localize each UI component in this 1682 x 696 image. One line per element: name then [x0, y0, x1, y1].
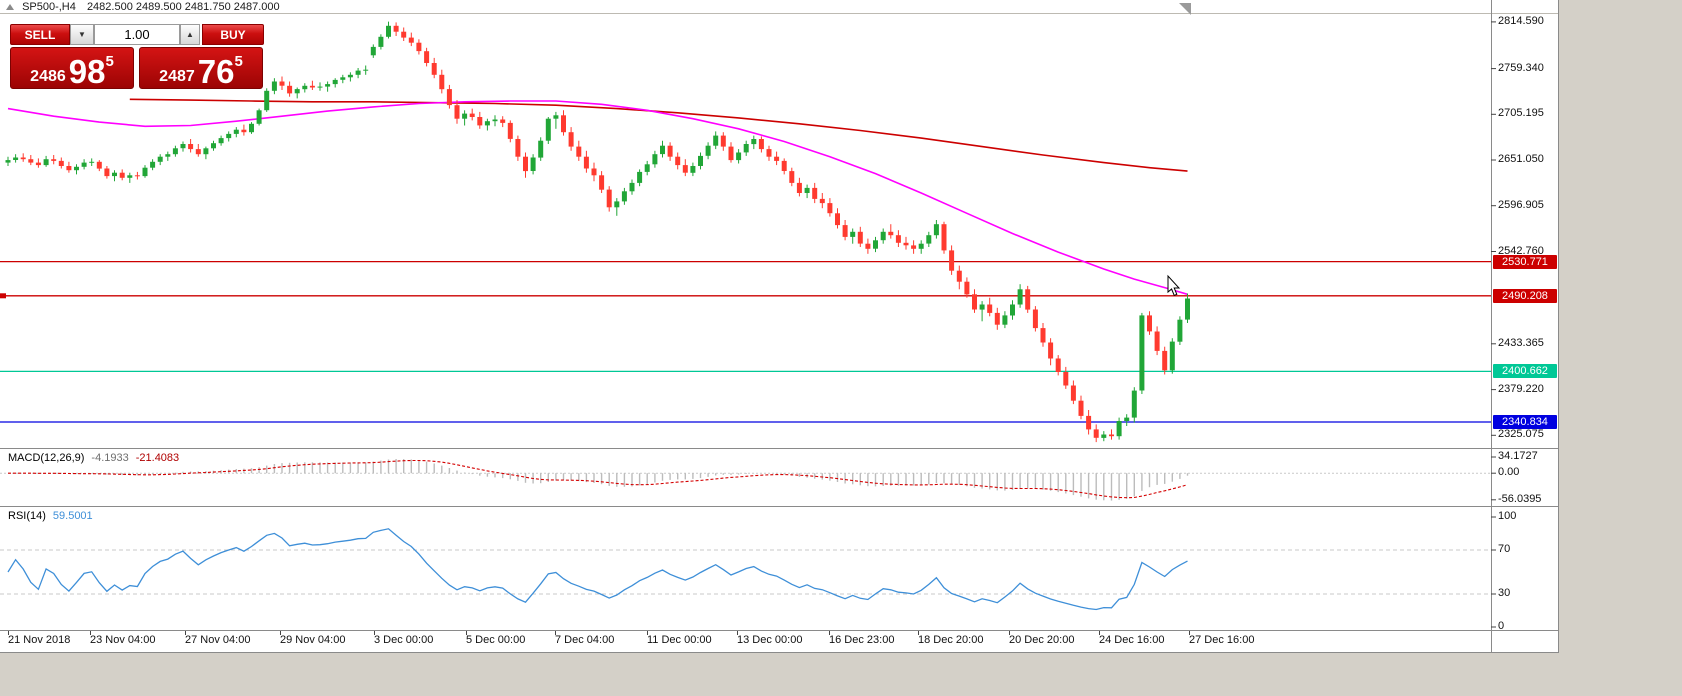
axis-scale-label: 100	[1498, 510, 1517, 522]
buy-price-pips: 76	[197, 52, 235, 90]
axis-scale-label: 2759.340	[1498, 61, 1544, 74]
axis-scale-label: 34.1727	[1498, 450, 1538, 462]
time-axis-label: 11 Dec 00:00	[647, 634, 712, 646]
chart-canvas[interactable]	[0, 0, 1558, 652]
axis-scale-label: 70	[1498, 543, 1511, 555]
order-type-dropdown-button[interactable]: ▼	[70, 24, 94, 45]
axis-scale-label: 2651.050	[1498, 153, 1544, 165]
time-axis-label: 7 Dec 04:00	[555, 634, 615, 646]
time-axis-label: 29 Nov 04:00	[280, 634, 346, 646]
time-axis-label: 21 Nov 2018	[8, 634, 71, 646]
chevron-up-icon: ▲	[186, 30, 194, 39]
sell-button[interactable]: SELL	[10, 24, 70, 45]
buy-price-prefix: 2487	[159, 67, 195, 85]
macd-signal-value: -21.4083	[135, 452, 180, 464]
axis-scale-label: 0	[1498, 620, 1505, 632]
chart-window: SP500-,H4 2482.500 2489.500 2481.750 248…	[0, 0, 1558, 652]
buy-button[interactable]: BUY	[202, 24, 264, 45]
symbol-period-label: SP500-,H4	[22, 1, 76, 13]
axis-scale-label: 2705.195	[1498, 107, 1544, 120]
macd-indicator-label: MACD(12,26,9) -4.1933 -21.4083	[8, 452, 179, 464]
sell-price-fraction: 5	[105, 53, 114, 70]
hline-price-tag: 2490.208	[1493, 288, 1557, 303]
axis-scale-label: 2433.365	[1498, 336, 1544, 349]
ohlc-quote-label: 2482.500 2489.500 2481.750 2487.000	[86, 1, 280, 13]
time-axis-label: 18 Dec 20:00	[918, 634, 984, 646]
time-axis-label: 24 Dec 16:00	[1099, 634, 1165, 646]
one-click-trade-panel: SELL ▼ ▲ BUY 2486 98 5 2487 76	[10, 24, 264, 89]
quote-header: SP500-,H4 2482.500 2489.500 2481.750 248…	[6, 1, 280, 13]
rsi-value: 59.5001	[52, 510, 93, 522]
macd-main-value: -4.1933	[91, 452, 129, 464]
chart-shift-marker-icon	[1179, 3, 1191, 15]
sell-price-prefix: 2486	[30, 67, 66, 85]
axis-scale-label: 2379.220	[1498, 382, 1544, 395]
buy-price-fraction: 5	[234, 53, 243, 70]
symbol-marker-icon	[6, 4, 14, 10]
chart-window-right-edge	[1558, 0, 1559, 653]
time-axis-label: 20 Dec 20:00	[1009, 634, 1075, 646]
mouse-cursor-icon	[1167, 274, 1181, 297]
time-axis-label: 5 Dec 00:00	[466, 634, 526, 646]
axis-scale-label: 30	[1498, 587, 1511, 599]
rsi-name: RSI(14)	[8, 510, 46, 522]
axis-scale-label: 2814.590	[1498, 14, 1544, 27]
volume-step-up-button[interactable]: ▲	[180, 24, 200, 45]
axis-scale-label: 2325.075	[1498, 428, 1544, 441]
hline-price-tag: 2530.771	[1493, 254, 1557, 269]
time-axis-label: 27 Nov 04:00	[185, 634, 251, 646]
rsi-indicator-label: RSI(14) 59.5001	[8, 510, 93, 522]
buy-quote-box: 2487 76 5	[139, 47, 263, 89]
time-axis[interactable]: 21 Nov 2018 23 Nov 04:00 27 Nov 04:00 29 No…	[0, 631, 1491, 652]
time-axis-label: 16 Dec 23:00	[829, 634, 895, 646]
chevron-down-icon: ▼	[78, 30, 86, 39]
hline-price-tag: 2400.662	[1493, 364, 1557, 379]
axis-scale-label: 0.00	[1498, 466, 1520, 479]
sell-price-pips: 98	[68, 52, 106, 90]
trade-panel-quotes: 2486 98 5 2487 76 5	[10, 47, 264, 89]
sell-quote-box: 2486 98 5	[10, 47, 134, 89]
axis-scale-label: -56.0395	[1498, 492, 1542, 505]
time-axis-label: 13 Dec 00:00	[737, 634, 803, 646]
time-axis-label: 3 Dec 00:00	[374, 634, 434, 646]
time-axis-label: 27 Dec 16:00	[1189, 634, 1255, 646]
volume-input[interactable]	[94, 24, 180, 45]
time-axis-label: 23 Nov 04:00	[90, 634, 156, 646]
chart-window-bottom-edge	[0, 652, 1559, 653]
trade-panel-controls: SELL ▼ ▲ BUY	[10, 24, 264, 45]
axis-scale-label: 2596.905	[1498, 198, 1544, 211]
hline-price-tag: 2340.834	[1493, 415, 1557, 429]
price-axis[interactable]: 2814.590 2759.340 2705.195 2651.050 2596.905…	[1492, 0, 1558, 652]
macd-name: MACD(12,26,9)	[8, 452, 85, 464]
axis-scale-label: 2542.760	[1498, 244, 1544, 257]
